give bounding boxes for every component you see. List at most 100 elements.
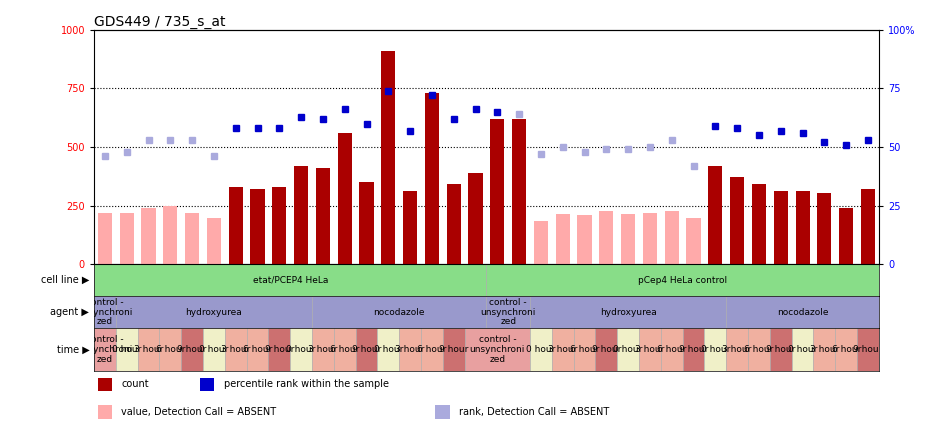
Bar bbox=[573, 328, 595, 371]
Text: 0 hour: 0 hour bbox=[199, 345, 228, 354]
Text: 6 hour: 6 hour bbox=[243, 345, 273, 354]
Text: 3 hour: 3 hour bbox=[396, 345, 425, 354]
Bar bbox=[200, 377, 214, 391]
Text: control -
unsynchroni
zed: control - unsynchroni zed bbox=[480, 298, 536, 326]
Bar bbox=[621, 214, 635, 264]
Text: 9 hour: 9 hour bbox=[265, 345, 294, 354]
Text: 0 hour: 0 hour bbox=[112, 345, 141, 354]
Bar bbox=[861, 189, 875, 264]
Bar bbox=[160, 328, 181, 371]
Bar bbox=[359, 182, 373, 264]
Bar bbox=[556, 214, 570, 264]
Text: 9 hour: 9 hour bbox=[591, 345, 621, 354]
Bar bbox=[94, 328, 116, 371]
Bar bbox=[752, 184, 766, 264]
Bar bbox=[312, 328, 334, 371]
Bar bbox=[98, 405, 112, 419]
Bar bbox=[378, 328, 399, 371]
Bar bbox=[618, 328, 639, 371]
Bar bbox=[643, 213, 657, 264]
Bar bbox=[534, 221, 548, 264]
Text: 9 hour: 9 hour bbox=[352, 345, 382, 354]
Bar bbox=[727, 296, 879, 328]
Bar bbox=[817, 193, 832, 264]
Bar bbox=[116, 296, 312, 328]
Bar bbox=[665, 211, 679, 264]
Bar bbox=[682, 328, 704, 371]
Bar bbox=[552, 328, 573, 371]
Text: 9 hour: 9 hour bbox=[766, 345, 795, 354]
Text: 9 hour: 9 hour bbox=[854, 345, 883, 354]
Bar bbox=[382, 51, 396, 264]
Bar bbox=[334, 328, 355, 371]
Bar bbox=[595, 328, 618, 371]
Bar bbox=[857, 328, 879, 371]
Bar bbox=[639, 328, 661, 371]
Text: 6 hour: 6 hour bbox=[744, 345, 774, 354]
Bar bbox=[748, 328, 770, 371]
Text: GDS449 / 735_s_at: GDS449 / 735_s_at bbox=[94, 15, 226, 29]
Text: 6 hour: 6 hour bbox=[832, 345, 861, 354]
Bar bbox=[512, 119, 526, 264]
Bar bbox=[119, 213, 133, 264]
Bar bbox=[228, 187, 243, 264]
Bar bbox=[141, 208, 156, 264]
Bar bbox=[185, 213, 199, 264]
Text: 3 hour: 3 hour bbox=[548, 345, 577, 354]
Bar bbox=[727, 328, 748, 371]
Bar bbox=[98, 213, 112, 264]
Bar bbox=[246, 328, 269, 371]
Text: etat/PCEP4 HeLa: etat/PCEP4 HeLa bbox=[253, 276, 328, 285]
Bar bbox=[137, 328, 160, 371]
Bar bbox=[203, 328, 225, 371]
Text: hydroxyurea: hydroxyurea bbox=[185, 308, 243, 317]
Bar bbox=[443, 328, 464, 371]
Bar bbox=[316, 168, 330, 264]
Bar bbox=[774, 192, 788, 264]
Bar bbox=[530, 328, 552, 371]
Text: value, Detection Call = ABSENT: value, Detection Call = ABSENT bbox=[121, 407, 276, 417]
Text: 6 hour: 6 hour bbox=[330, 345, 359, 354]
Bar bbox=[164, 206, 178, 264]
Text: 3 hour: 3 hour bbox=[221, 345, 250, 354]
Bar bbox=[250, 189, 264, 264]
Bar bbox=[464, 328, 530, 371]
Text: 0 hour: 0 hour bbox=[700, 345, 730, 354]
Bar bbox=[813, 328, 836, 371]
Text: 0 hour: 0 hour bbox=[374, 345, 403, 354]
Bar bbox=[577, 215, 591, 264]
Bar bbox=[181, 328, 203, 371]
Text: 9 hour: 9 hour bbox=[439, 345, 468, 354]
Bar bbox=[836, 328, 857, 371]
Text: 3 hour: 3 hour bbox=[809, 345, 839, 354]
Text: 6 hour: 6 hour bbox=[417, 345, 446, 354]
Text: rank, Detection Call = ABSENT: rank, Detection Call = ABSENT bbox=[459, 407, 609, 417]
Text: 6 hour: 6 hour bbox=[570, 345, 600, 354]
Bar bbox=[273, 187, 287, 264]
Bar bbox=[491, 119, 505, 264]
Bar bbox=[770, 328, 791, 371]
Bar bbox=[530, 296, 727, 328]
Bar bbox=[709, 166, 723, 264]
Text: 3 hour: 3 hour bbox=[308, 345, 337, 354]
Text: nocodazole: nocodazole bbox=[373, 308, 425, 317]
Bar bbox=[704, 328, 727, 371]
Text: control -
unsynchroni
zed: control - unsynchroni zed bbox=[77, 298, 133, 326]
Bar bbox=[290, 328, 312, 371]
Bar bbox=[421, 328, 443, 371]
Text: 6 hour: 6 hour bbox=[657, 345, 686, 354]
Text: 0 hour: 0 hour bbox=[287, 345, 316, 354]
Text: 3 hour: 3 hour bbox=[723, 345, 752, 354]
Text: 0 hour: 0 hour bbox=[614, 345, 643, 354]
Text: control -
unsynchroni
zed: control - unsynchroni zed bbox=[470, 335, 525, 363]
Bar bbox=[791, 328, 813, 371]
Text: 0 hour: 0 hour bbox=[526, 345, 556, 354]
Text: 9 hour: 9 hour bbox=[178, 345, 207, 354]
Bar bbox=[487, 296, 530, 328]
Text: time ▶: time ▶ bbox=[56, 344, 89, 354]
Bar bbox=[337, 133, 352, 264]
Bar bbox=[207, 219, 221, 264]
Text: 6 hour: 6 hour bbox=[156, 345, 185, 354]
Bar bbox=[839, 208, 854, 264]
Text: 3 hour: 3 hour bbox=[133, 345, 164, 354]
